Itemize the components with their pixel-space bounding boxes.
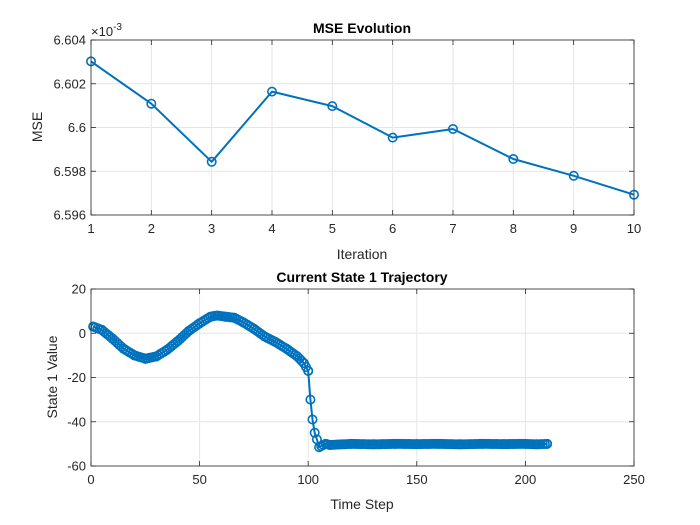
x-tick-label: 9 xyxy=(570,221,577,236)
mse-chart: 1 2 3 4 5 6 7 8 9 10 6.596 6.598 6.6 6.602 6.604 MSE E… xyxy=(29,20,641,262)
mse-title: MSE Evolution xyxy=(313,20,411,36)
mse-ticks: 1 2 3 4 5 6 7 8 9 10 6.596 6.598 6.6 6.602 6.604 xyxy=(53,33,641,237)
x-tick-label: 7 xyxy=(449,221,456,236)
data-point xyxy=(305,394,316,405)
data-point xyxy=(307,414,318,425)
mse-y-exponent: ×10-3 xyxy=(91,22,122,39)
x-tick-label: 0 xyxy=(87,472,94,487)
data-point xyxy=(303,365,314,376)
state-chart: 0 50 100 150 200 250 -60 -40 -20 0 20 Current Stat… xyxy=(44,269,645,512)
data-point xyxy=(146,98,157,109)
x-tick-label: 3 xyxy=(208,221,215,236)
mse-x-label: Iteration xyxy=(337,246,388,262)
x-tick-label: 8 xyxy=(510,221,517,236)
mse-y-label: MSE xyxy=(29,112,45,142)
x-tick-label: 200 xyxy=(515,472,537,487)
x-tick-label: 150 xyxy=(406,472,428,487)
y-tick-label: 6.604 xyxy=(53,33,86,48)
mse-y-exponent-base: ×10 xyxy=(91,24,113,39)
y-tick-label: 6.596 xyxy=(53,208,86,223)
y-tick-label: 0 xyxy=(79,326,86,341)
y-tick-label: -20 xyxy=(67,370,86,385)
mse-series xyxy=(86,56,639,200)
data-point xyxy=(309,427,320,438)
y-tick-label: -40 xyxy=(67,414,86,429)
x-tick-label: 250 xyxy=(623,472,645,487)
series-line xyxy=(90,60,635,196)
data-point xyxy=(447,124,458,135)
x-tick-label: 10 xyxy=(627,221,641,236)
y-tick-label: 20 xyxy=(72,282,86,297)
x-tick-label: 5 xyxy=(329,221,336,236)
x-tick-label: 2 xyxy=(148,221,155,236)
y-tick-label: -60 xyxy=(67,459,86,474)
x-tick-label: 6 xyxy=(389,221,396,236)
data-point xyxy=(568,170,579,181)
y-tick-label: 6.6 xyxy=(68,120,86,135)
data-point xyxy=(206,156,217,167)
state-title: Current State 1 Trajectory xyxy=(276,269,447,285)
state-x-label: Time Step xyxy=(330,496,393,512)
x-tick-label: 100 xyxy=(297,472,319,487)
y-tick-label: 6.598 xyxy=(53,164,86,179)
data-point xyxy=(327,101,338,112)
state-y-label: State 1 Value xyxy=(44,335,60,418)
state-ticks: 0 50 100 150 200 250 -60 -40 -20 0 20 xyxy=(67,282,645,488)
data-point xyxy=(508,154,519,165)
state-series xyxy=(88,310,553,453)
data-point xyxy=(542,438,553,449)
x-tick-label: 4 xyxy=(268,221,275,236)
data-point xyxy=(266,86,277,97)
data-point xyxy=(387,132,398,143)
y-tick-label: 6.602 xyxy=(53,76,86,91)
x-tick-label: 50 xyxy=(192,472,206,487)
mse-y-exponent-power: -3 xyxy=(113,22,122,33)
x-tick-label: 1 xyxy=(87,221,94,236)
